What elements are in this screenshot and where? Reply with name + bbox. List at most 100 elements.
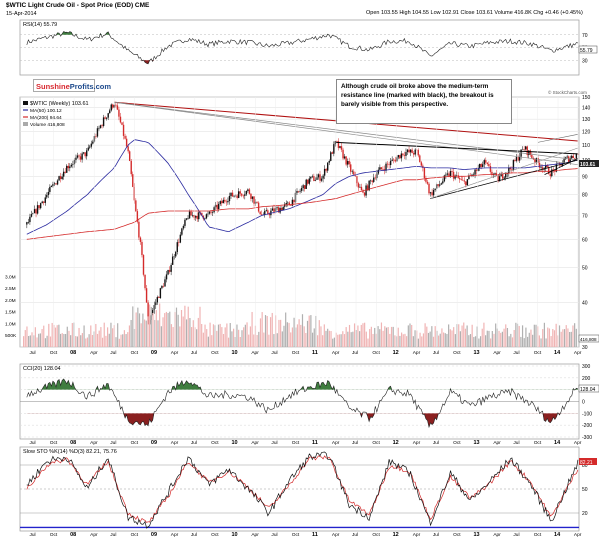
price-candle (214, 204, 217, 208)
volume-bar (127, 332, 129, 347)
price-candle (282, 206, 284, 211)
price-candle (316, 177, 318, 180)
volume-bar (51, 322, 53, 347)
volume-bar (248, 334, 250, 347)
price-candle (86, 150, 88, 157)
price-candle (46, 195, 48, 198)
x-tick-label: 08 (70, 440, 76, 446)
price-candle (43, 201, 45, 203)
price-candle (511, 169, 513, 170)
volume-bar (125, 334, 127, 347)
volume-bar (562, 329, 564, 347)
price-candle (446, 173, 449, 175)
short-support-line (544, 158, 579, 175)
price-candle (528, 150, 530, 156)
volume-bar (147, 316, 149, 347)
volume-bar (224, 327, 226, 347)
volume-bar (328, 330, 330, 347)
volume-bar (280, 319, 282, 347)
volume-bar (68, 330, 70, 347)
volume-bar (159, 303, 161, 347)
volume-bar (402, 334, 404, 347)
rsi-tick-label: 70 (582, 33, 588, 39)
price-candle (406, 149, 409, 153)
x-tick-label: Jul (191, 350, 197, 356)
x-tick-label: Apr (413, 532, 421, 538)
x-tick-label: Apr (171, 440, 179, 446)
x-tick-label: Apr (493, 532, 501, 538)
price-candle (26, 222, 28, 225)
volume-bar (216, 330, 218, 347)
sto-tick-label: 80 (582, 463, 588, 469)
price-candle (115, 104, 117, 106)
volume-bar (31, 332, 33, 347)
volume-bar (256, 335, 258, 347)
volume-bar (249, 326, 251, 347)
price-candle (132, 174, 134, 187)
x-tick-label: Apr (171, 350, 179, 356)
price-candle (462, 179, 464, 181)
price-candle (376, 173, 378, 179)
x-tick-label: Jul (513, 532, 519, 538)
price-candle (138, 221, 140, 238)
x-tick-label: 11 (312, 440, 318, 446)
volume-bar (530, 329, 532, 347)
volume-bar (276, 333, 278, 347)
x-tick-label: 12 (393, 350, 399, 356)
price-candle (105, 117, 108, 119)
volume-bar (301, 314, 304, 347)
rsi-current-label: 55.79 (580, 48, 593, 54)
x-tick-label: 14 (554, 350, 561, 356)
volume-bar (575, 328, 577, 347)
price-candle (219, 201, 221, 204)
price-candle (153, 305, 155, 311)
price-candle (521, 148, 524, 150)
x-tick-label: 13 (473, 350, 479, 356)
x-tick-label: Apr (251, 440, 259, 446)
volume-bar (553, 330, 556, 347)
volume-bar (107, 327, 109, 347)
volume-bar (508, 336, 510, 347)
volume-bar (172, 327, 174, 347)
volume-bar (384, 326, 386, 347)
volume-bar (424, 323, 426, 347)
volume-bar (108, 333, 110, 347)
price-candle (182, 225, 185, 229)
price-candle (72, 164, 74, 165)
volume-bar (399, 335, 401, 347)
volume-bar (332, 338, 334, 347)
price-candle (210, 211, 212, 213)
price-candle (451, 171, 453, 172)
cci-tick-label: -100 (582, 411, 592, 417)
price-candle (161, 285, 163, 289)
price-candle (125, 138, 128, 147)
price-candle (541, 167, 544, 170)
volume-bar (206, 329, 208, 347)
x-tick-label: Oct (453, 440, 461, 446)
price-candle (87, 147, 89, 151)
volume-bar (414, 330, 416, 347)
price-candle (204, 218, 206, 219)
price-candle (245, 190, 248, 195)
volume-bar (227, 337, 230, 347)
price-candle (320, 178, 323, 181)
price-candle (317, 174, 320, 178)
volume-bar (521, 325, 524, 347)
volume-bar (389, 333, 391, 347)
volume-bar (81, 333, 83, 347)
price-candle (56, 180, 59, 185)
x-tick-label: 14 (554, 440, 561, 446)
volume-bar (143, 319, 146, 347)
volume-bar (409, 323, 411, 347)
price-candle (176, 242, 178, 252)
rsi-tick-label: 30 (582, 58, 588, 64)
volume-bar (246, 322, 248, 347)
volume-bar (66, 326, 68, 347)
price-candle (171, 256, 174, 265)
price-candle (110, 104, 112, 111)
volume-bar (61, 333, 63, 347)
volume-bar (63, 333, 65, 347)
x-tick-label: 13 (473, 532, 479, 538)
volume-bar (54, 327, 57, 347)
